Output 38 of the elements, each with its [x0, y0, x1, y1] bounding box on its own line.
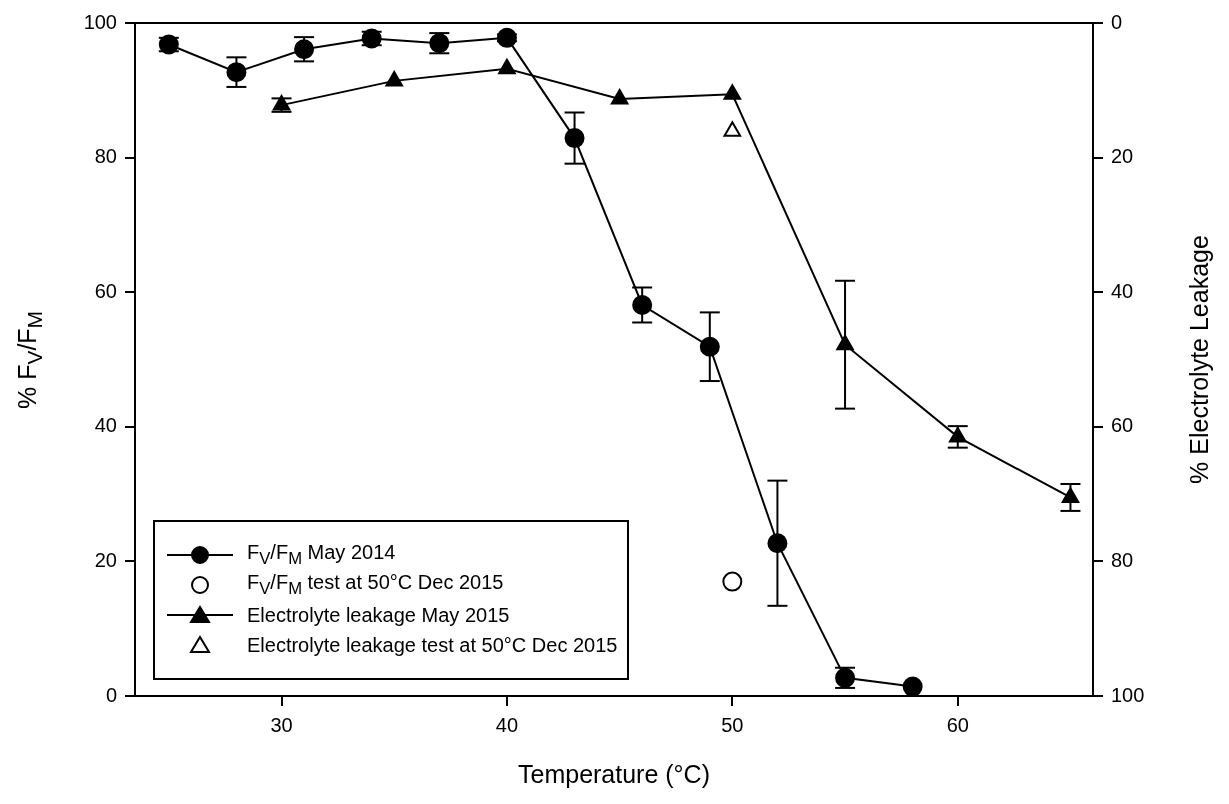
legend-label: Electrolyte leakage test at 50°C Dec 2015	[247, 633, 618, 657]
point	[226, 62, 247, 83]
y-tick-label: 100	[83, 10, 117, 33]
point	[723, 84, 742, 100]
y-tick-label: 20	[94, 548, 117, 571]
legend-label: F$_{V}$/F$_{M}$ test at 50°C Dec 2015	[247, 571, 504, 599]
point	[610, 89, 629, 105]
x-tick-label: 30	[270, 713, 293, 736]
y-tick-label: 40	[94, 414, 117, 437]
point	[836, 334, 854, 351]
x-tick-label: 50	[721, 713, 744, 736]
point	[948, 426, 967, 443]
y2-tick-label: 0	[1111, 10, 1123, 33]
x-tick-label: 40	[495, 713, 519, 736]
y2-tick-label: 100	[1111, 683, 1145, 706]
point	[385, 70, 404, 87]
point	[564, 128, 585, 149]
point	[767, 533, 788, 554]
y2-tick-label: 40	[1111, 279, 1134, 302]
y-tick-label: 80	[94, 145, 117, 168]
y-tick-label: 0	[105, 683, 117, 706]
legend-label: F$_{V}$/F$_{M}$ May 2014	[247, 541, 396, 569]
x-tick-label: 60	[946, 713, 969, 736]
point	[1061, 487, 1080, 503]
point	[699, 336, 720, 357]
y-tick-label: 60	[94, 279, 117, 302]
y2-tick-label: 60	[1111, 414, 1134, 437]
y2-tick-label: 80	[1111, 548, 1134, 571]
x-axis-title: Temperature (°C)	[518, 760, 710, 789]
point	[723, 121, 742, 137]
y2-axis-title: % Electrolyte Leakage	[1184, 235, 1214, 484]
point	[496, 27, 517, 48]
point	[632, 294, 653, 315]
legend-label: Electrolyte leakage May 2015	[247, 603, 510, 627]
point	[498, 58, 516, 75]
point	[902, 676, 923, 696]
y2-tick-label: 20	[1111, 145, 1134, 168]
point	[722, 571, 743, 592]
